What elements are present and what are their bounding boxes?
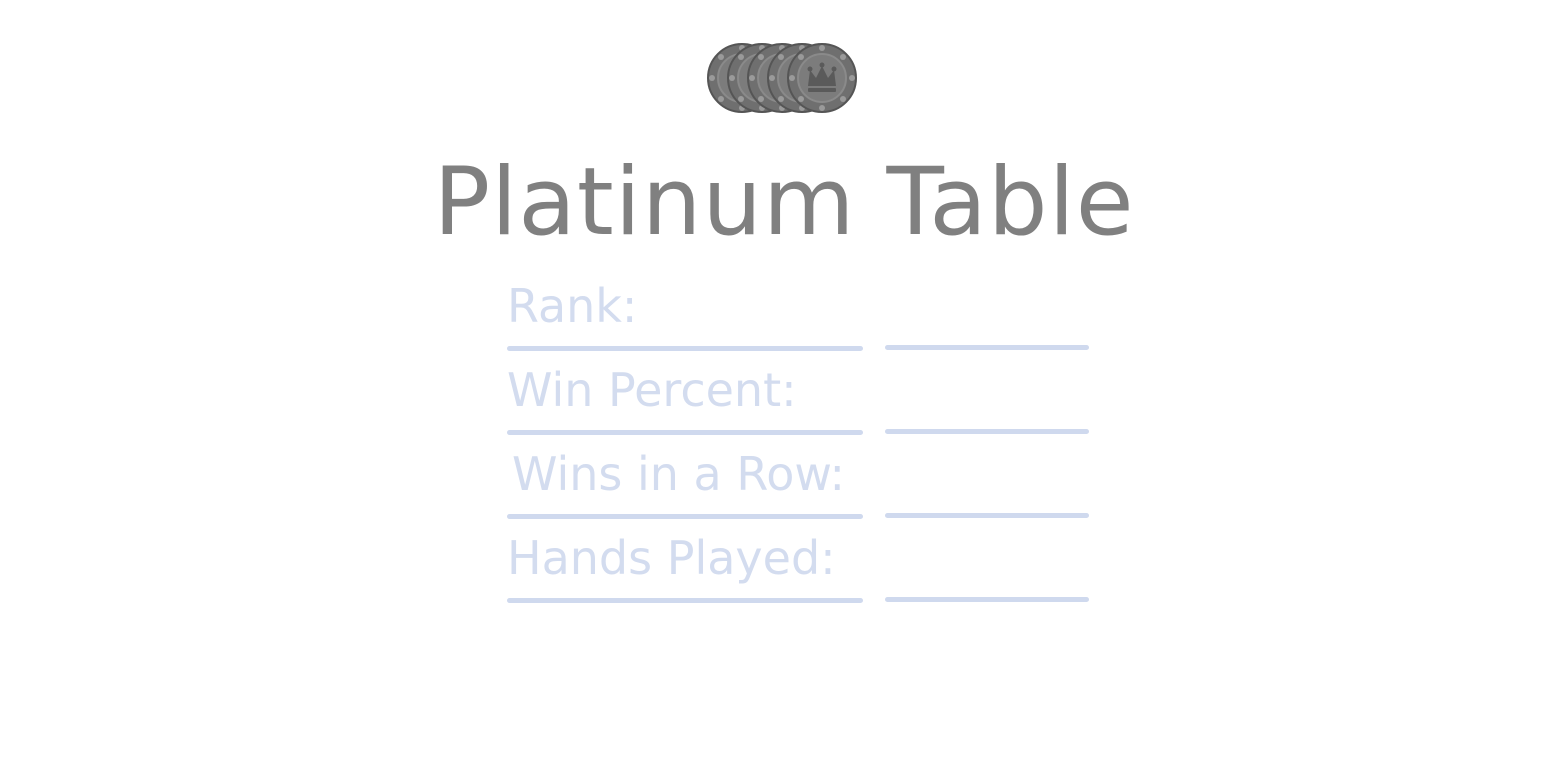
stat-row-rank: Rank: [507, 280, 1091, 364]
stat-label-underline [507, 430, 863, 435]
stat-label-underline [507, 346, 863, 351]
stat-value-underline [885, 513, 1089, 518]
stat-label: Rank: [507, 279, 638, 333]
table-title: Platinum Table [433, 148, 1135, 257]
stat-label-underline [507, 514, 863, 519]
crown-icon [807, 62, 837, 92]
stat-row-hands-played: Hands Played: [507, 532, 1091, 616]
crown-chip-icon [786, 42, 858, 114]
stat-value-underline [885, 597, 1089, 602]
stat-row-win-percent: Win Percent: [507, 364, 1091, 448]
stat-value-underline [885, 429, 1089, 434]
stat-row-wins-in-a-row: Wins in a Row: [507, 448, 1091, 532]
stat-value-underline [885, 345, 1089, 350]
stat-label: Hands Played: [507, 531, 836, 585]
poker-chip-stack-icon [706, 42, 860, 114]
stat-label: Win Percent: [507, 363, 797, 417]
stat-label-underline [507, 598, 863, 603]
stat-label: Wins in a Row: [512, 447, 846, 501]
